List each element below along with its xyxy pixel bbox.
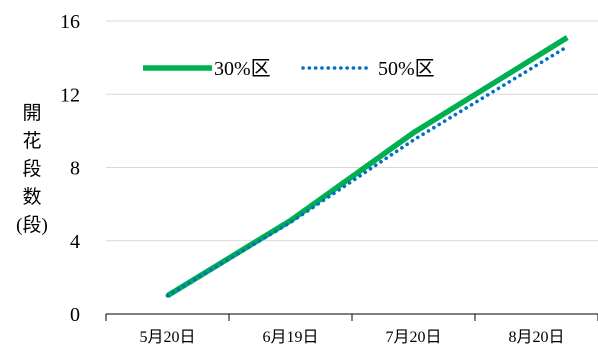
x-tick-label: 6月19日 (262, 329, 318, 346)
y-axis-ticks: 0 4 8 12 16 (60, 11, 80, 326)
gridlines (106, 20, 598, 242)
x-axis: 5月20日 6月19日 7月20日 8月20日 (105, 313, 598, 346)
y-axis-label-unit: (段) (16, 215, 48, 236)
series-lines (165, 35, 570, 299)
y-axis-label-char-2: 花 (22, 131, 42, 152)
x-tick-label: 8月20日 (508, 329, 564, 346)
legend: 30%区 50%区 (143, 58, 435, 80)
y-axis-label-char-3: 段 (22, 159, 42, 180)
x-tick-label: 7月20日 (385, 329, 441, 346)
legend-label-2: 50%区 (378, 58, 435, 80)
y-tick-label: 16 (60, 11, 80, 33)
y-axis-label-char-1: 開 (22, 103, 42, 124)
legend-label-1: 30%区 (214, 58, 271, 80)
y-tick-label: 4 (70, 231, 80, 253)
y-tick-label: 12 (60, 84, 80, 106)
y-axis-label-char-4: 数 (22, 187, 42, 208)
y-tick-label: 8 (70, 158, 80, 180)
series-line-1 (166, 35, 569, 299)
y-tick-label: 0 (70, 304, 80, 326)
x-tick-label: 5月20日 (139, 329, 195, 346)
y-axis-label: 開 花 段 数 (段) (14, 100, 50, 240)
